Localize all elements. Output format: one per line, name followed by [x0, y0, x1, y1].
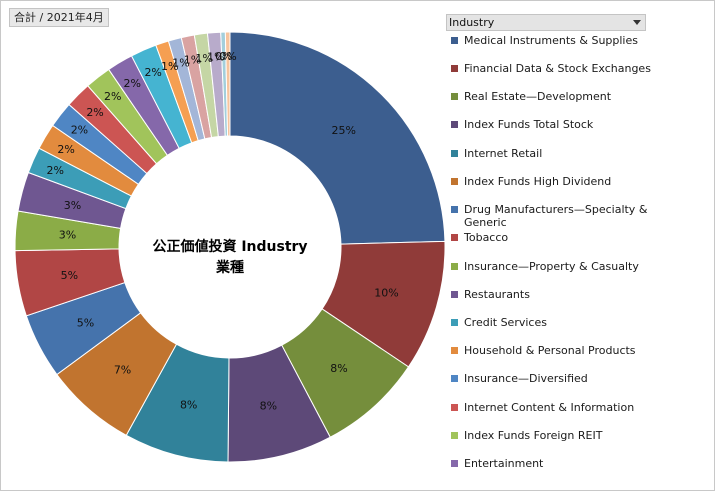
total-field-button[interactable]: 合計 / 2021年4月 — [9, 8, 109, 27]
data-label-23: 0% — [215, 50, 232, 63]
legend-swatch — [451, 375, 458, 382]
data-label-2: 10% — [374, 286, 398, 299]
legend-label: Credit Services — [464, 316, 547, 329]
data-label-13: 2% — [71, 124, 88, 137]
data-label-15: 2% — [104, 90, 121, 103]
legend-swatch — [451, 291, 458, 298]
data-label-24: 0% — [219, 50, 236, 63]
data-labels-group: 25%10%8%8%8%7%5%5%3%3%2%2%2%2%2%2%2% 1%1%… — [47, 50, 399, 412]
center-label-line-2: 業種 — [215, 259, 244, 276]
legend-swatch — [451, 319, 458, 326]
legend-swatch — [451, 206, 458, 213]
data-label-8: 5% — [61, 269, 78, 282]
slices-group — [14, 31, 446, 463]
data-label-14: 2% — [86, 106, 103, 119]
data-label-19: 1% — [172, 56, 189, 69]
data-label-21: 1% — [195, 52, 212, 65]
legend-swatch — [451, 121, 458, 128]
data-label-6: 7% — [114, 364, 131, 377]
legend-label: Insurance—Diversified — [464, 372, 588, 385]
center-label-line-1: 公正価値投資 Industry — [152, 238, 307, 255]
data-label-11: 2% — [47, 164, 64, 177]
data-label-10: 3% — [64, 199, 81, 212]
data-label-5: 8% — [180, 399, 197, 412]
legend-label: Drug Manufacturers—Specialty & Generic — [464, 203, 648, 229]
data-label-18: 1% — [161, 60, 178, 73]
data-label-12: 2% — [57, 143, 74, 156]
legend-label: Household & Personal Products — [464, 344, 636, 357]
legend-swatch — [451, 234, 458, 241]
slice-1[interactable] — [229, 31, 446, 245]
data-label-17: 2% — [144, 66, 161, 79]
legend-label: Medical Instruments & Supplies — [464, 34, 638, 47]
industry-filter-dropdown[interactable]: Industry — [446, 14, 646, 31]
legend-swatch — [451, 404, 458, 411]
legend-swatch — [451, 178, 458, 185]
legend-label: Internet Content & Information — [464, 401, 635, 414]
legend-label: Internet Retail — [464, 147, 543, 160]
data-label-9: 3% — [59, 229, 76, 242]
data-label-22: 1% — [207, 51, 224, 64]
legend-label: Index Funds High Dividend — [464, 175, 612, 188]
legend-label: Index Funds Total Stock — [464, 118, 594, 131]
legend-label: Entertainment — [464, 457, 544, 470]
donut-hole — [119, 136, 341, 358]
legend: Industry Medical Instruments & Supplies F… — [446, 14, 714, 484]
legend-swatch — [451, 347, 458, 354]
data-label-20: 1% — [184, 54, 201, 67]
legend-label: Real Estate—Development — [464, 90, 612, 103]
data-label-3: 8% — [330, 362, 347, 375]
legend-label: Tobacco — [464, 231, 509, 244]
legend-swatch — [451, 263, 458, 270]
legend-label: Financial Data & Stock Exchanges — [464, 62, 651, 75]
legend-swatch — [451, 65, 458, 72]
legend-label: Restaurants — [464, 288, 530, 301]
legend-swatch — [451, 150, 458, 157]
data-label-16: 2% — [123, 77, 140, 90]
legend-label: Index Funds Foreign REIT — [464, 429, 603, 442]
dropdown-arrow-icon[interactable] — [633, 20, 641, 25]
legend-swatch — [451, 432, 458, 439]
legend-swatch — [451, 93, 458, 100]
data-label-4: 8% — [260, 399, 277, 412]
legend-swatch — [451, 37, 458, 44]
data-label-7: 5% — [77, 316, 94, 329]
legend-swatch — [451, 460, 458, 467]
data-label-1: 25% — [332, 124, 356, 137]
legend-label: Insurance—Property & Casualty — [464, 260, 639, 273]
industry-filter-label: Industry — [449, 16, 495, 29]
